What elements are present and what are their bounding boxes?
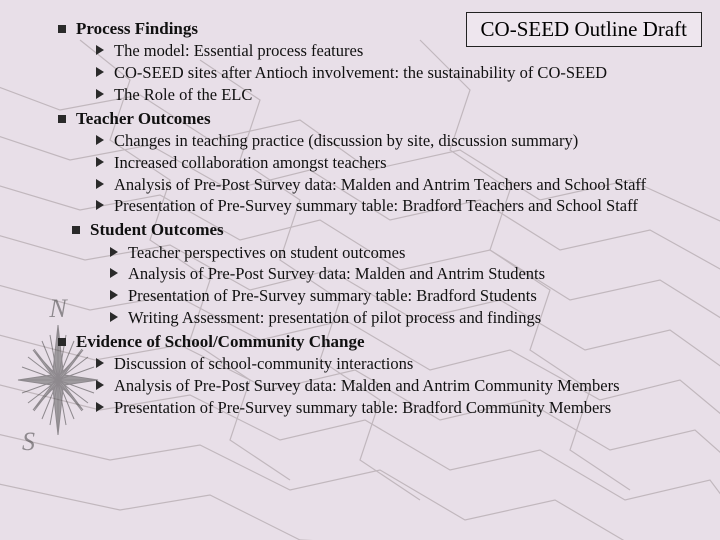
section-heading: Evidence of School/Community Change <box>58 331 702 353</box>
list-item: Analysis of Pre-Post Survey data: Malden… <box>110 263 702 285</box>
list-item: Analysis of Pre-Post Survey data: Malden… <box>96 375 702 397</box>
section-student-outcomes: Student Outcomes Teacher perspectives on… <box>72 219 702 329</box>
svg-text:S: S <box>22 427 35 456</box>
list-item: Teacher perspectives on student outcomes <box>110 242 702 264</box>
section-items: Teacher perspectives on student outcomes… <box>110 242 702 329</box>
heading-text: Process Findings <box>76 19 198 38</box>
triangle-bullet-icon <box>96 380 104 390</box>
triangle-bullet-icon <box>96 358 104 368</box>
item-text: Presentation of Pre-Survey summary table… <box>114 196 638 215</box>
heading-text: Teacher Outcomes <box>76 109 211 128</box>
page-title: CO-SEED Outline Draft <box>481 17 687 41</box>
list-item: Analysis of Pre-Post Survey data: Malden… <box>96 174 702 196</box>
section-teacher-outcomes: Teacher Outcomes Changes in teaching pra… <box>58 108 702 218</box>
section-items: The model: Essential process features CO… <box>96 40 702 105</box>
triangle-bullet-icon <box>96 45 104 55</box>
item-text: Changes in teaching practice (discussion… <box>114 131 578 150</box>
section-heading: Student Outcomes <box>72 219 702 241</box>
triangle-bullet-icon <box>96 179 104 189</box>
section-heading: Teacher Outcomes <box>58 108 702 130</box>
item-text: Analysis of Pre-Post Survey data: Malden… <box>114 175 646 194</box>
triangle-bullet-icon <box>110 247 118 257</box>
triangle-bullet-icon <box>96 157 104 167</box>
heading-text: Evidence of School/Community Change <box>76 332 365 351</box>
item-text: Presentation of Pre-Survey summary table… <box>128 286 537 305</box>
section-evidence-change: Evidence of School/Community Change Disc… <box>58 331 702 419</box>
triangle-bullet-icon <box>110 290 118 300</box>
section-items: Discussion of school-community interacti… <box>96 353 702 418</box>
title-box: CO-SEED Outline Draft <box>466 12 702 47</box>
list-item: Presentation of Pre-Survey summary table… <box>96 195 702 217</box>
square-bullet-icon <box>72 226 80 234</box>
triangle-bullet-icon <box>96 135 104 145</box>
item-text: The model: Essential process features <box>114 41 363 60</box>
item-text: The Role of the ELC <box>114 85 252 104</box>
list-item: Presentation of Pre-Survey summary table… <box>110 285 702 307</box>
list-item: Discussion of school-community interacti… <box>96 353 702 375</box>
list-item: The Role of the ELC <box>96 84 702 106</box>
item-text: CO-SEED sites after Antioch involvement:… <box>114 63 607 82</box>
triangle-bullet-icon <box>96 402 104 412</box>
triangle-bullet-icon <box>96 89 104 99</box>
square-bullet-icon <box>58 25 66 33</box>
square-bullet-icon <box>58 115 66 123</box>
list-item: Increased collaboration amongst teachers <box>96 152 702 174</box>
list-item: Writing Assessment: presentation of pilo… <box>110 307 702 329</box>
item-text: Analysis of Pre-Post Survey data: Malden… <box>114 376 620 395</box>
heading-text: Student Outcomes <box>90 220 224 239</box>
outline-content: Process Findings The model: Essential pr… <box>58 18 702 420</box>
item-text: Teacher perspectives on student outcomes <box>128 243 405 262</box>
item-text: Presentation of Pre-Survey summary table… <box>114 398 611 417</box>
triangle-bullet-icon <box>110 312 118 322</box>
triangle-bullet-icon <box>96 200 104 210</box>
section-items: Changes in teaching practice (discussion… <box>96 130 702 217</box>
item-text: Discussion of school-community interacti… <box>114 354 413 373</box>
item-text: Increased collaboration amongst teachers <box>114 153 387 172</box>
list-item: CO-SEED sites after Antioch involvement:… <box>96 62 702 84</box>
triangle-bullet-icon <box>110 268 118 278</box>
square-bullet-icon <box>58 338 66 346</box>
list-item: Changes in teaching practice (discussion… <box>96 130 702 152</box>
item-text: Writing Assessment: presentation of pilo… <box>128 308 541 327</box>
triangle-bullet-icon <box>96 67 104 77</box>
list-item: Presentation of Pre-Survey summary table… <box>96 397 702 419</box>
item-text: Analysis of Pre-Post Survey data: Malden… <box>128 264 545 283</box>
